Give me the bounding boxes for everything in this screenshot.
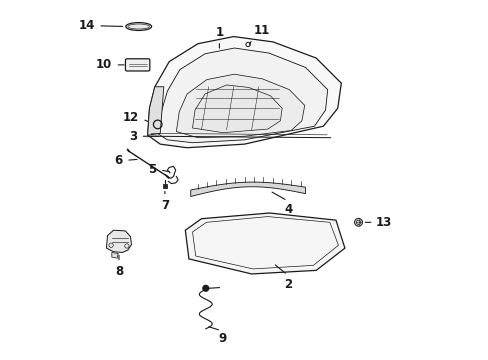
Polygon shape: [147, 87, 163, 135]
Text: 5: 5: [148, 163, 156, 176]
Text: 6: 6: [114, 154, 122, 167]
Circle shape: [203, 285, 208, 291]
Text: 7: 7: [161, 199, 169, 212]
Text: 10: 10: [95, 58, 112, 71]
Text: 1: 1: [215, 26, 223, 39]
Circle shape: [354, 219, 362, 226]
Polygon shape: [147, 37, 341, 148]
Text: 12: 12: [122, 112, 139, 125]
Text: 9: 9: [219, 332, 226, 345]
Ellipse shape: [128, 24, 149, 29]
Bar: [163, 184, 167, 188]
Text: 14: 14: [78, 19, 94, 32]
Ellipse shape: [125, 23, 151, 31]
Polygon shape: [185, 213, 344, 274]
Text: 4: 4: [284, 203, 292, 216]
FancyBboxPatch shape: [125, 59, 149, 71]
Polygon shape: [176, 74, 304, 138]
Polygon shape: [190, 182, 305, 197]
Polygon shape: [158, 48, 327, 143]
Text: 3: 3: [128, 130, 137, 143]
Text: 8: 8: [115, 265, 123, 278]
Polygon shape: [112, 252, 118, 258]
Polygon shape: [192, 85, 282, 133]
Text: 2: 2: [284, 278, 292, 291]
Text: 11: 11: [253, 24, 269, 37]
Polygon shape: [106, 230, 131, 252]
Text: 13: 13: [375, 216, 391, 229]
Polygon shape: [192, 217, 338, 269]
